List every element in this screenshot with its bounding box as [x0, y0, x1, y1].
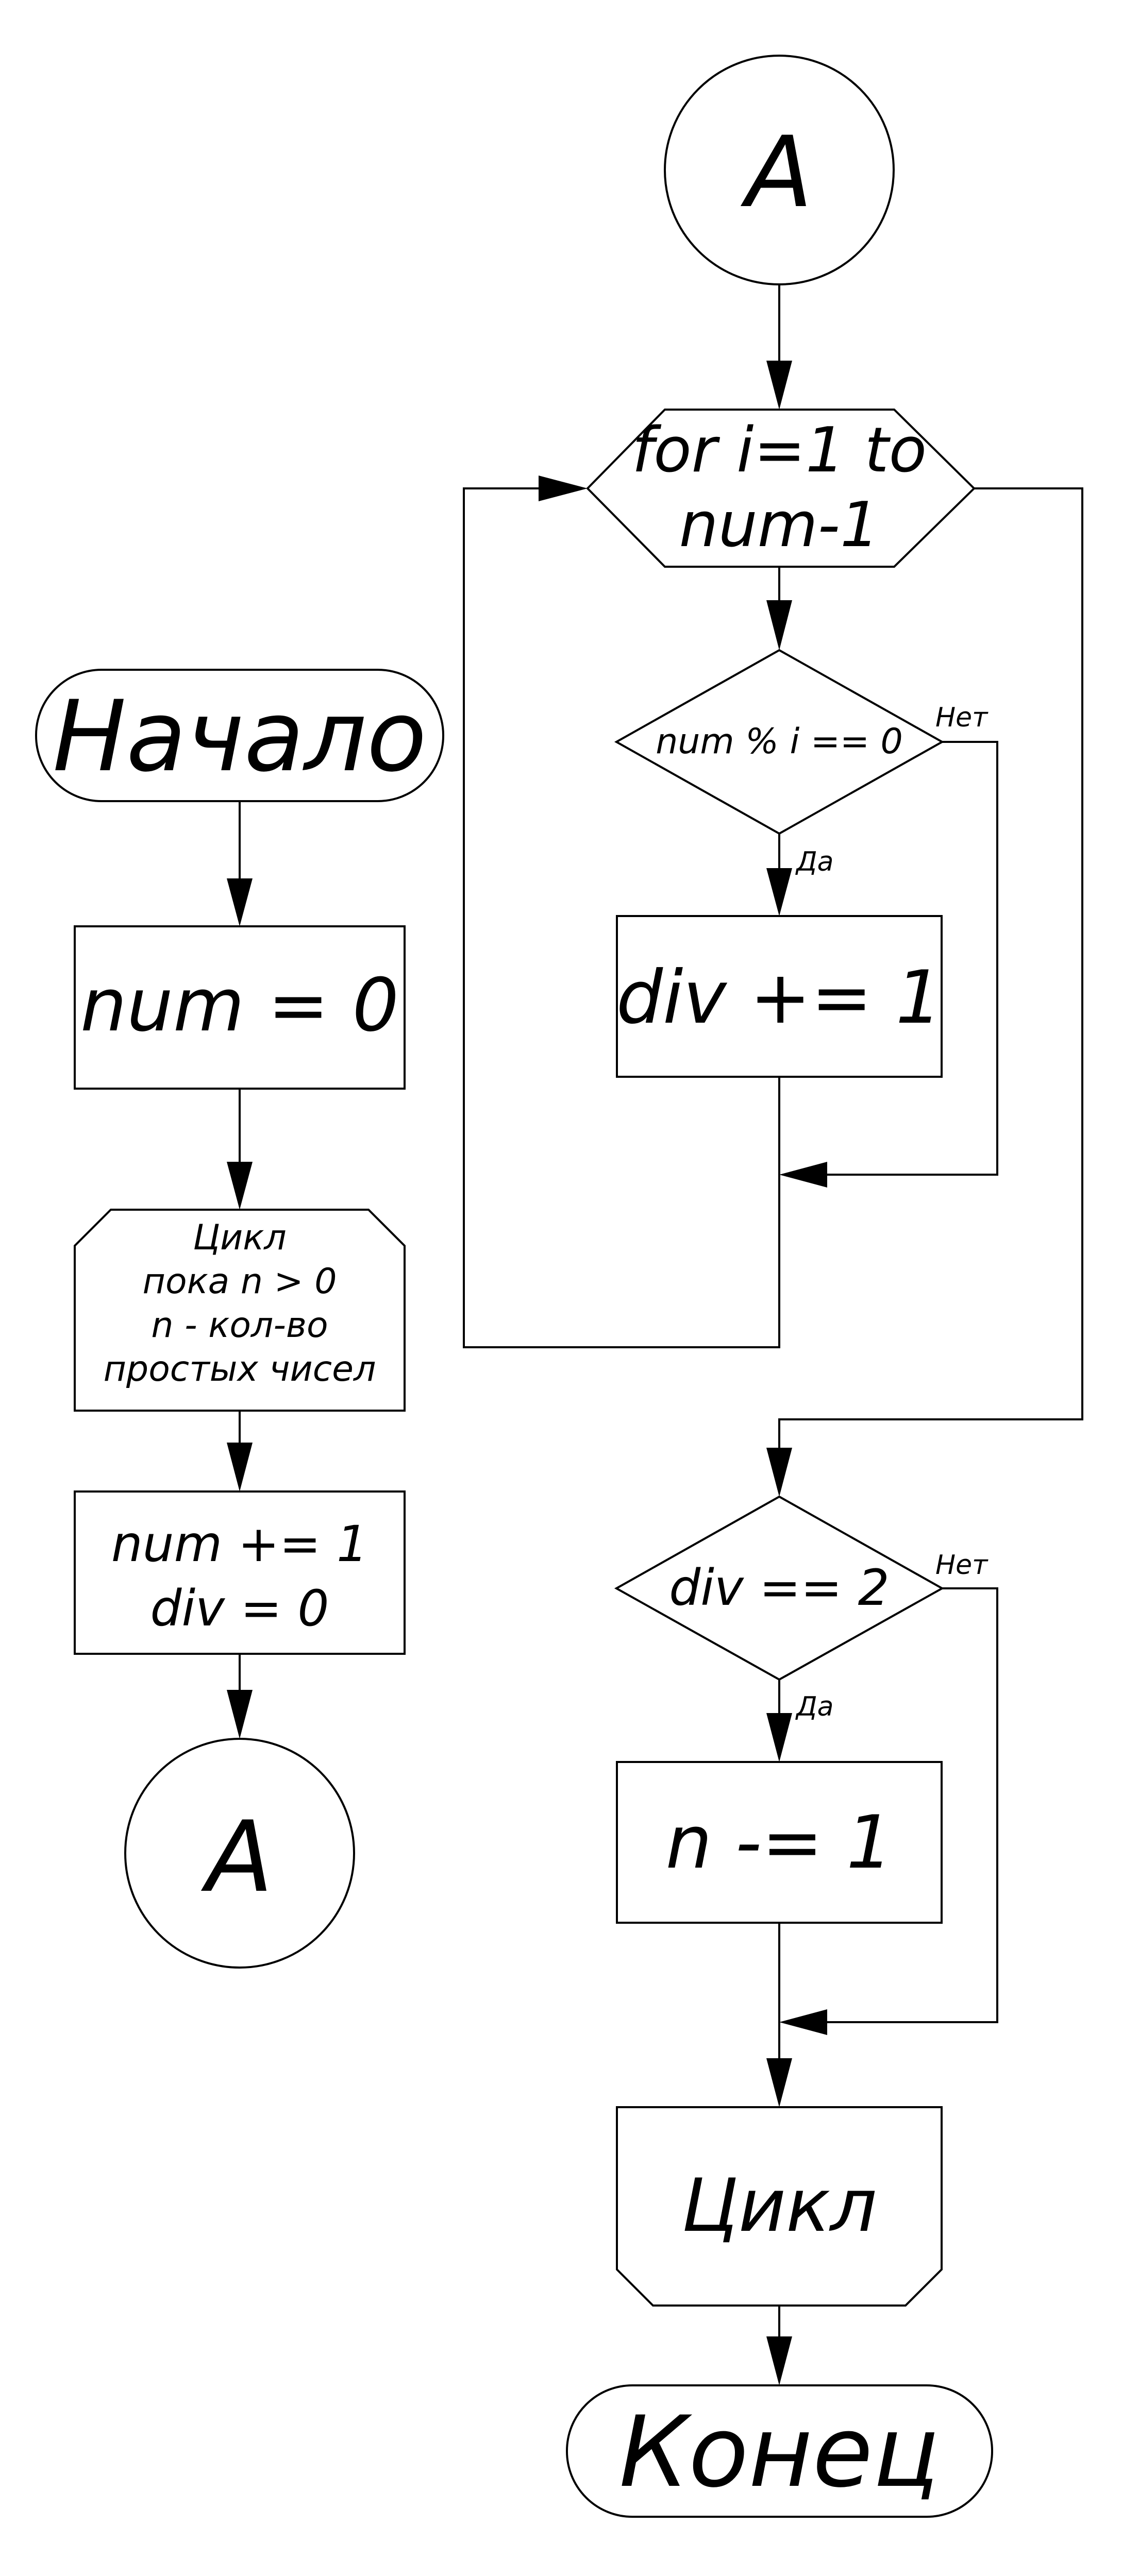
- cond1-yes-label: Да: [795, 846, 834, 877]
- div-inc-process: div += 1: [616, 915, 943, 1078]
- init-label: num = 0: [80, 963, 399, 1048]
- edge-cond1-no: [779, 741, 998, 1188]
- for-line-2: num-1: [679, 489, 880, 561]
- edge-update-connector: [227, 1654, 253, 1739]
- n-dec-process: n -= 1: [616, 1761, 943, 1924]
- edge-connector-for: [766, 284, 792, 410]
- n-dec-label: n -= 1: [666, 1800, 893, 1885]
- loop-start-block: Цикл пока n > 0 n - кол-во простых чисел: [74, 1209, 406, 1412]
- edge-loopend-end: [766, 2306, 792, 2385]
- div-inc-label: div += 1: [616, 955, 942, 1040]
- edge-cond2-no: [779, 1587, 998, 2035]
- edge-init-loopstart: [227, 1089, 253, 1210]
- loop-end-block: Цикл: [616, 2106, 943, 2307]
- edge-loopstart-update: [227, 1411, 253, 1492]
- edge-loop-back: [463, 476, 780, 1348]
- edge-cond2-yes: [766, 1680, 792, 1762]
- update-process: num += 1 div = 0: [74, 1490, 406, 1655]
- edge-start-init: [227, 801, 253, 926]
- connector-a-left: A: [124, 1738, 355, 1969]
- cond2-no-label: Нет: [935, 1550, 989, 1581]
- start-label: Начало: [53, 680, 427, 793]
- cond1-no-label: Нет: [935, 702, 989, 733]
- edge-for-cond1: [766, 567, 792, 650]
- connector-a-right-label: A: [740, 115, 813, 229]
- for-loop-block: for i=1 to num-1: [586, 409, 976, 568]
- cond2-yes-label: Да: [795, 1691, 834, 1722]
- loop-end-label: Цикл: [681, 2163, 877, 2248]
- cond2-decision: div == 2 Нет Да: [614, 1495, 989, 1722]
- loop-start-line-1: Цикл: [193, 1217, 287, 1258]
- cond2-label: div == 2: [669, 1559, 889, 1617]
- edge-ndec-loopend: [766, 1923, 792, 2107]
- init-process: num = 0: [74, 925, 406, 1090]
- loop-start-line-4: простых чисел: [104, 1349, 376, 1389]
- end-label: Конец: [619, 2395, 940, 2509]
- connector-a-left-label: A: [200, 1800, 273, 1914]
- cond1-label: num % i == 0: [656, 721, 903, 762]
- connector-a-right: A: [664, 55, 895, 285]
- update-line-2: div = 0: [150, 1580, 329, 1637]
- edge-cond1-yes: [766, 834, 792, 916]
- loop-start-line-3: n - кол-во: [151, 1305, 328, 1346]
- end-terminal: Конец: [566, 2384, 993, 2518]
- cond1-decision: num % i == 0 Нет Да: [614, 649, 989, 877]
- loop-start-line-2: пока n > 0: [143, 1261, 337, 1302]
- start-terminal: Начало: [35, 669, 444, 802]
- update-line-1: num += 1: [111, 1515, 368, 1573]
- edge-for-exit: [766, 487, 1083, 1497]
- for-line-1: for i=1 to: [632, 415, 927, 486]
